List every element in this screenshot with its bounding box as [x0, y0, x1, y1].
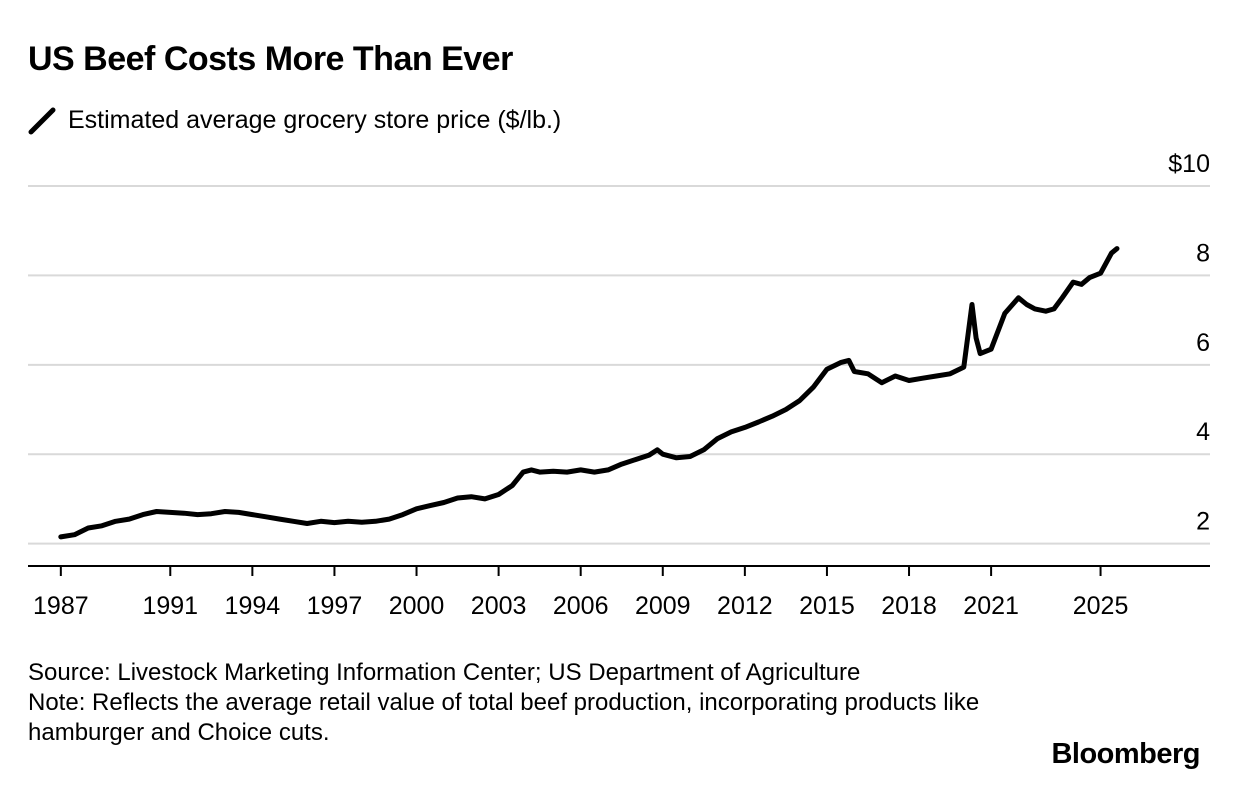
y-tick-label: $10 — [1168, 150, 1210, 178]
legend-label: Estimated average grocery store price ($… — [68, 106, 562, 134]
footer: Source: Livestock Marketing Information … — [28, 658, 988, 748]
y-tick-label: 8 — [1196, 239, 1210, 267]
x-tick-label: 2021 — [963, 592, 1019, 620]
bloomberg-logo: Bloomberg — [1051, 738, 1200, 770]
x-tick-label: 1997 — [307, 592, 363, 620]
y-tick-label: 2 — [1196, 508, 1210, 536]
x-tick-label: 2015 — [799, 592, 855, 620]
y-tick-label: 6 — [1196, 329, 1210, 357]
methodology-note: Note: Reflects the average retail value … — [28, 689, 980, 746]
x-tick-label: 2003 — [471, 592, 527, 620]
y-tick-label: 4 — [1196, 418, 1210, 446]
x-tick-label: 2006 — [553, 592, 609, 620]
x-tick-label: 1994 — [225, 592, 281, 620]
chart-title: US Beef Costs More Than Ever — [28, 40, 513, 78]
source-note: Source: Livestock Marketing Information … — [28, 659, 861, 686]
series-line — [58, 246, 1120, 540]
legend: Estimated average grocery store price ($… — [28, 106, 561, 135]
legend-line-icon — [28, 107, 56, 134]
x-tick-label: 1987 — [33, 592, 89, 620]
x-tick-label: 2025 — [1073, 592, 1129, 620]
x-tick-label: 2009 — [635, 592, 691, 620]
x-tick-label: 1991 — [142, 592, 198, 620]
x-tick-label: 2000 — [389, 592, 445, 620]
x-tick-label: 2018 — [881, 592, 937, 620]
x-tick-label: 2012 — [717, 592, 773, 620]
